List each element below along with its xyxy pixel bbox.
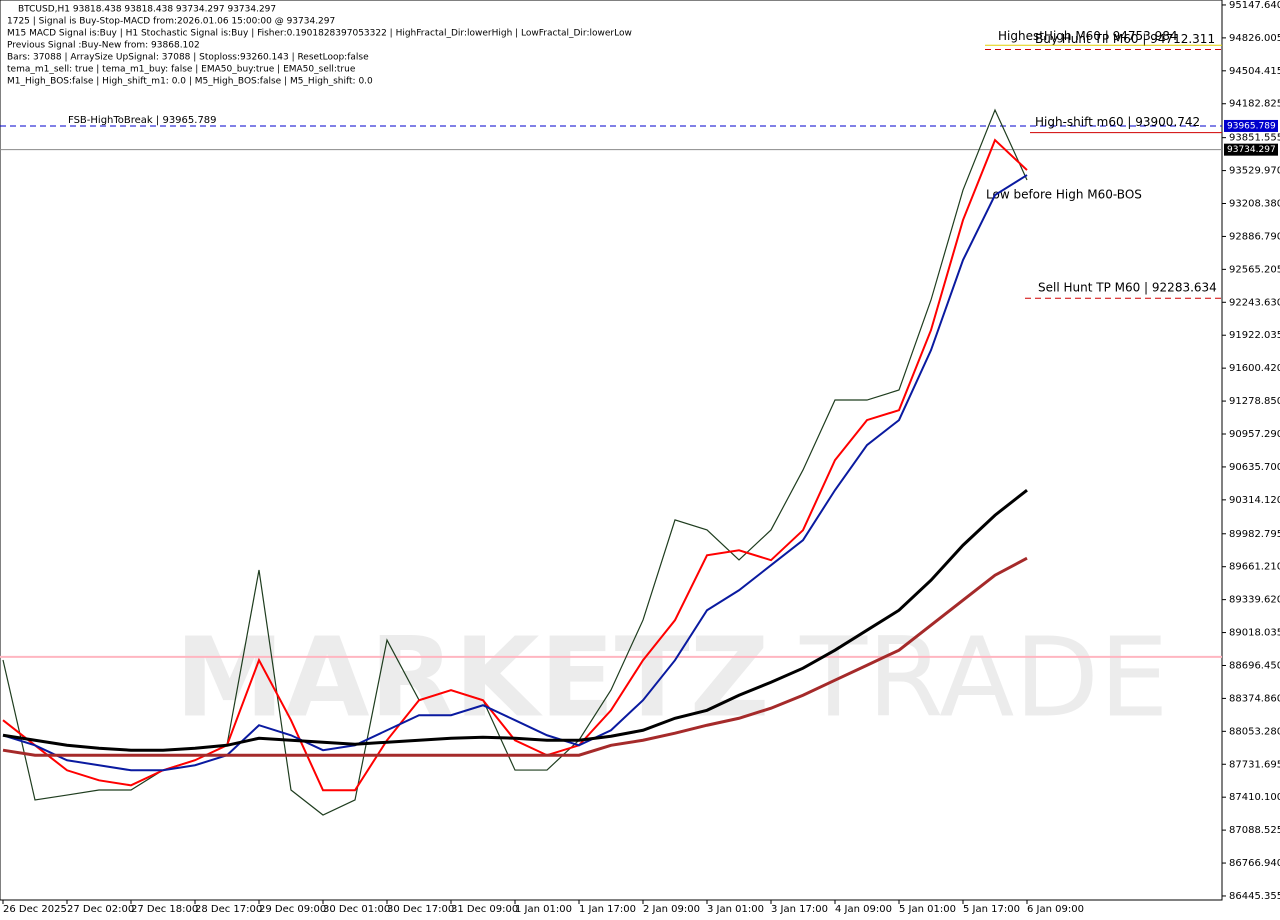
y-tick-label: 91600.420 xyxy=(1229,363,1280,374)
x-tick-label: 1 Jan 17:00 xyxy=(579,904,636,915)
y-tick-label: 89339.620 xyxy=(1229,595,1280,606)
x-tick-label: 3 Jan 01:00 xyxy=(707,904,764,915)
y-tick-label: 92565.205 xyxy=(1229,264,1280,275)
price-box xyxy=(1224,143,1278,156)
y-tick-label: 87410.100 xyxy=(1229,792,1280,803)
x-tick-label: 3 Jan 17:00 xyxy=(771,904,828,915)
y-tick-label: 94504.415 xyxy=(1229,66,1280,77)
x-tick-label: 5 Jan 01:00 xyxy=(899,904,956,915)
y-tick-label: 91278.850 xyxy=(1229,396,1280,407)
series-line xyxy=(2,138,1028,792)
x-tick-label: 31 Dec 09:00 xyxy=(451,904,518,915)
x-tick-label: 1 Jan 01:00 xyxy=(515,904,572,915)
level-label: Buy Hunt TP M60 | 94712.311 xyxy=(1035,32,1215,46)
y-tick-label: 93208.380 xyxy=(1229,199,1280,210)
y-tick-label: 87088.525 xyxy=(1229,825,1280,836)
x-tick-label: 6 Jan 09:00 xyxy=(1027,904,1084,915)
annotation: Low before High M60-BOS xyxy=(986,188,1142,202)
price-box-label: 93734.297 xyxy=(1227,145,1276,155)
y-tick-label: 87731.695 xyxy=(1229,759,1280,770)
watermark: MARKETZ xyxy=(175,613,769,741)
plot-area xyxy=(0,0,1223,901)
x-tick-label: 29 Dec 09:00 xyxy=(259,904,326,915)
y-tick-label: 90635.700 xyxy=(1229,462,1280,473)
y-tick-label: 92243.630 xyxy=(1229,297,1280,308)
y-tick-label: 90957.290 xyxy=(1229,429,1280,440)
x-tick-label: 30 Dec 01:00 xyxy=(323,904,390,915)
price-box xyxy=(1224,119,1278,132)
y-tick-label: 89661.210 xyxy=(1229,562,1280,573)
x-tick-label: 26 Dec 2025 xyxy=(3,904,67,915)
x-tick-label: 27 Dec 02:00 xyxy=(67,904,134,915)
y-tick-label: 89018.035 xyxy=(1229,628,1280,639)
y-tick-label: 93851.555 xyxy=(1229,133,1280,144)
x-tick-label: 28 Dec 17:00 xyxy=(195,904,262,915)
price-box-label: 93965.789 xyxy=(1227,121,1276,131)
level-label: High-shift m60 | 93900.742 xyxy=(1035,115,1200,129)
y-tick-label: 91922.035 xyxy=(1229,330,1280,341)
series-line xyxy=(2,556,1028,757)
y-tick-label: 92886.790 xyxy=(1229,231,1280,242)
y-tick-label: 86445.355 xyxy=(1229,891,1280,902)
info-line: M1_High_BOS:false | High_shift_m1: 0.0 |… xyxy=(7,77,373,87)
y-tick-label: 94182.825 xyxy=(1229,99,1280,110)
y-tick-label: 89982.795 xyxy=(1229,529,1280,540)
y-tick-label: 86766.940 xyxy=(1229,858,1280,869)
y-tick-label: 90314.120 xyxy=(1229,495,1280,506)
x-tick-label: 30 Dec 17:00 xyxy=(387,904,454,915)
info-line: 1725 | Signal is Buy-Stop-MACD from:2026… xyxy=(7,17,335,27)
y-tick-label: 88053.280 xyxy=(1229,726,1280,737)
x-tick-label: 27 Dec 18:00 xyxy=(131,904,198,915)
y-tick-label: 93529.970 xyxy=(1229,166,1280,177)
y-tick-label: 95147.640 xyxy=(1229,0,1280,11)
series-line xyxy=(2,488,1028,752)
x-tick-label: 5 Jan 17:00 xyxy=(963,904,1020,915)
series-line xyxy=(2,174,1028,772)
x-tick-label: 2 Jan 09:00 xyxy=(643,904,700,915)
level-label: Sell Hunt TP M60 | 92283.634 xyxy=(1038,281,1217,295)
info-line: M15 MACD Signal is:Buy | H1 Stochastic S… xyxy=(7,29,632,39)
x-tick-label: 4 Jan 09:00 xyxy=(835,904,892,915)
info-line: Previous Signal :Buy-New from: 93868.102 xyxy=(7,41,200,51)
level-label: FSB-HighToBreak | 93965.789 xyxy=(68,115,217,126)
level-label: HighestHigh M60 | 94753.984 xyxy=(998,29,1178,43)
info-line: BTCUSD,H1 93818.438 93818.438 93734.297 … xyxy=(18,5,276,15)
info-line: Bars: 37088 | ArraySize UpSignal: 37088 … xyxy=(7,53,369,63)
info-line: tema_m1_sell: true | tema_m1_buy: false … xyxy=(7,65,356,75)
y-tick-label: 88696.450 xyxy=(1229,660,1280,671)
y-tick-label: 88374.860 xyxy=(1229,693,1280,704)
y-tick-label: 94826.005 xyxy=(1229,33,1280,44)
watermark: TRADE xyxy=(799,613,1169,741)
